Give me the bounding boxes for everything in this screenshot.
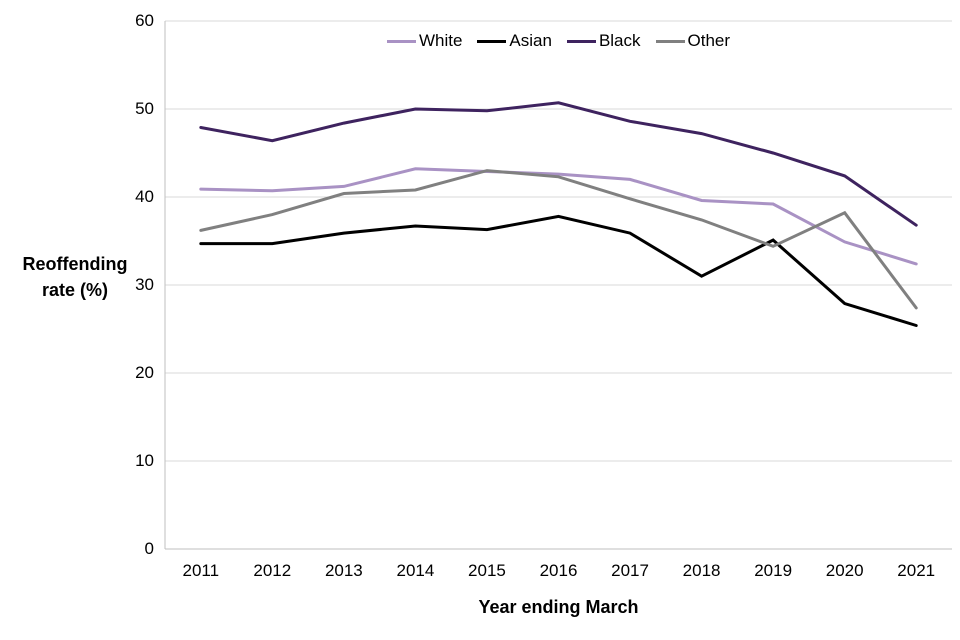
x-tick-label-2016: 2016 (539, 561, 578, 580)
series-line-other (199, 169, 918, 310)
legend-item-black: Black (566, 31, 641, 51)
legend-label-white: White (418, 31, 463, 50)
y-tick-label-10: 10 (135, 451, 154, 470)
legend-label-black: Black (598, 31, 641, 50)
x-tick-label-2017: 2017 (611, 561, 649, 580)
y-axis-title-line1: Reoffending (22, 254, 128, 274)
x-tick-label-2015: 2015 (468, 561, 506, 580)
chart-legend: White Asian Black Other (165, 31, 952, 51)
series-line-asian (199, 214, 918, 327)
legend-swatch-other (655, 39, 685, 43)
series-line-black (199, 101, 918, 227)
y-axis-title-line2: rate (%) (41, 280, 108, 300)
legend-item-other: Other (655, 31, 731, 51)
y-tick-label-40: 40 (135, 187, 154, 206)
legend-label-asian: Asian (509, 31, 552, 50)
legend-item-white: White (386, 31, 463, 51)
x-tick-label-2018: 2018 (682, 561, 721, 580)
x-axis-title: Year ending March (478, 597, 639, 617)
x-tick-label-2011: 2011 (182, 561, 220, 580)
y-tick-label-60: 60 (135, 11, 154, 30)
x-tick-label-2012: 2012 (253, 561, 292, 580)
x-tick-label-2014: 2014 (396, 561, 435, 580)
y-tick-label-0: 0 (144, 539, 154, 558)
x-tick-label-2019: 2019 (754, 561, 793, 580)
y-tick-label-50: 50 (135, 99, 154, 118)
x-tick-label-2013: 2013 (324, 561, 363, 580)
x-tick-label-2021: 2021 (897, 561, 936, 580)
series-line-white (199, 167, 918, 266)
legend-item-asian: Asian (477, 31, 552, 51)
legend-swatch-black (566, 39, 596, 43)
legend-swatch-asian (477, 39, 507, 43)
y-tick-label-20: 20 (135, 363, 154, 382)
x-tick-label-2020: 2020 (825, 561, 864, 580)
y-axis-title: Reoffending rate (%) (0, 251, 150, 303)
y-tick-label-30: 30 (135, 275, 154, 294)
legend-label-other: Other (687, 31, 731, 50)
legend-swatch-white (386, 39, 416, 43)
